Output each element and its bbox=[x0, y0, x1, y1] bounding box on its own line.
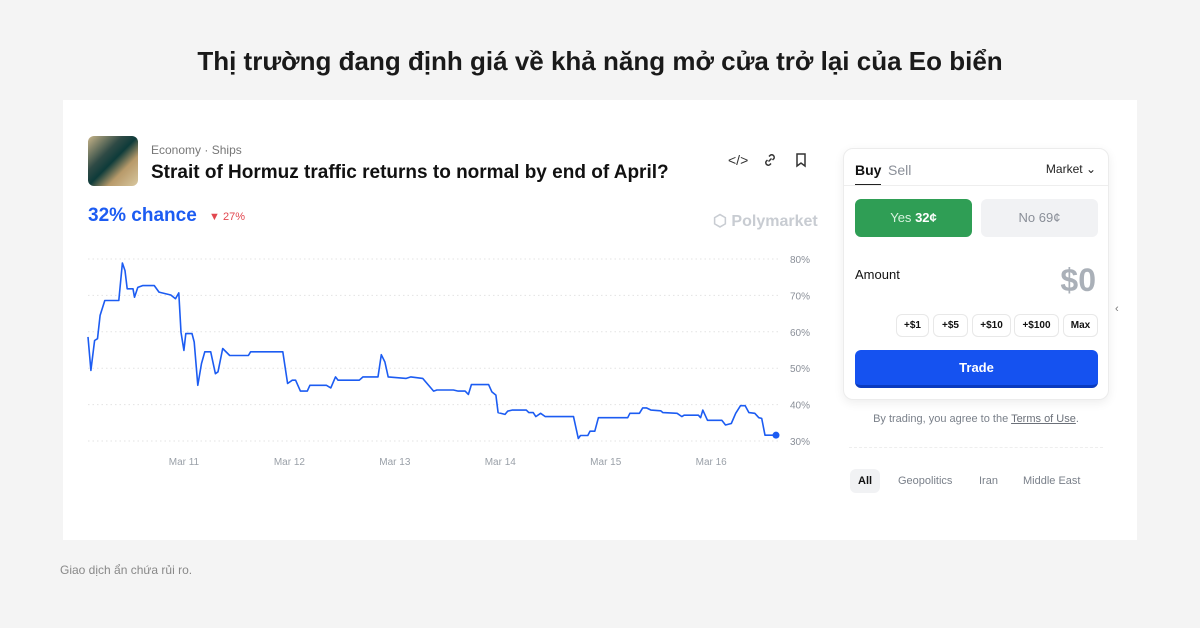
market-title: Strait of Hormuz traffic returns to norm… bbox=[151, 162, 669, 183]
y-tick-label: 70% bbox=[790, 291, 810, 302]
amount-input[interactable]: $0 bbox=[1060, 262, 1096, 298]
add-1-button[interactable]: +$1 bbox=[896, 314, 929, 337]
breadcrumb: Economy · Ships bbox=[151, 143, 242, 157]
chevron-down-icon: ⌄ bbox=[1085, 162, 1096, 176]
chance-delta: ▼ 27% bbox=[209, 211, 245, 223]
headline: Thị trường đang định giá về khả năng mở … bbox=[197, 46, 1003, 76]
order-type-value: Market bbox=[1045, 162, 1083, 176]
category-link[interactable]: Economy bbox=[151, 143, 202, 157]
divider bbox=[849, 447, 1103, 448]
x-tick-label: Mar 11 bbox=[169, 457, 200, 468]
y-tick-label: 30% bbox=[790, 437, 810, 448]
x-tick-label: Mar 14 bbox=[485, 457, 517, 468]
chance-value: 32% chance bbox=[88, 205, 197, 226]
tag-middle-east[interactable]: Middle East bbox=[1023, 475, 1081, 487]
tag-iran[interactable]: Iran bbox=[979, 475, 998, 487]
current-price-dot bbox=[772, 431, 780, 439]
add-100-button[interactable]: +$100 bbox=[1014, 314, 1059, 337]
add-5-button[interactable]: +$5 bbox=[933, 314, 968, 337]
max-button[interactable]: Max bbox=[1063, 314, 1098, 337]
subcategory-link[interactable]: Ships bbox=[211, 143, 242, 157]
x-tick-label: Mar 13 bbox=[379, 457, 411, 468]
bookmark-icon[interactable] bbox=[791, 152, 811, 172]
tab-buy[interactable]: Buy bbox=[855, 162, 882, 186]
delta-value: 27% bbox=[222, 211, 245, 223]
yes-outcome-button[interactable]: Yes 32¢ bbox=[855, 199, 972, 237]
trade-panel: Buy Sell Market ⌄ Yes 32¢ No 69¢ Amount … bbox=[843, 148, 1109, 400]
price-line bbox=[87, 262, 776, 440]
add-10-button[interactable]: +$10 bbox=[972, 314, 1011, 337]
collapse-chevron-icon[interactable]: ‹ bbox=[1115, 303, 1119, 315]
brand-name: Polymarket bbox=[731, 213, 818, 230]
y-tick-label: 60% bbox=[790, 328, 810, 339]
down-triangle-icon: ▼ bbox=[209, 211, 220, 223]
trade-button[interactable]: Trade bbox=[855, 350, 1098, 388]
divider bbox=[844, 185, 1108, 186]
separator: · bbox=[204, 143, 209, 157]
embed-icon[interactable]: </> bbox=[728, 152, 749, 168]
x-tick-label: Mar 12 bbox=[274, 457, 306, 468]
market-card: Economy · Ships Strait of Hormuz traffic… bbox=[63, 100, 1137, 540]
tag-geopolitics[interactable]: Geopolitics bbox=[898, 475, 953, 487]
tab-sell[interactable]: Sell bbox=[888, 162, 912, 178]
no-outcome-button[interactable]: No 69¢ bbox=[981, 199, 1098, 237]
disclaimer: Giao dịch ẩn chứa rủi ro. bbox=[60, 563, 193, 577]
y-tick-label: 80% bbox=[790, 255, 810, 266]
link-icon[interactable] bbox=[760, 152, 780, 172]
tag-all[interactable]: All bbox=[850, 469, 881, 493]
price-chart: 30% 40% 50% 60% 70% 80% Mar 11 Mar 12 Mar 13 Mar … bbox=[87, 255, 810, 468]
y-tick-label: 50% bbox=[790, 364, 810, 375]
polymarket-logo: ⬡ Polymarket bbox=[713, 211, 818, 231]
polymarket-icon: ⬡ bbox=[713, 213, 727, 230]
amount-label: Amount bbox=[855, 267, 900, 282]
x-tick-label: Mar 16 bbox=[696, 457, 728, 468]
x-tick-label: Mar 15 bbox=[590, 457, 622, 468]
terms-text: By trading, you agree to the Terms of Us… bbox=[873, 413, 1079, 425]
terms-link[interactable]: Terms of Use bbox=[1011, 413, 1076, 425]
y-tick-label: 40% bbox=[790, 401, 810, 412]
order-type-dropdown[interactable]: Market ⌄ bbox=[1046, 162, 1096, 176]
market-thumbnail bbox=[88, 136, 138, 186]
